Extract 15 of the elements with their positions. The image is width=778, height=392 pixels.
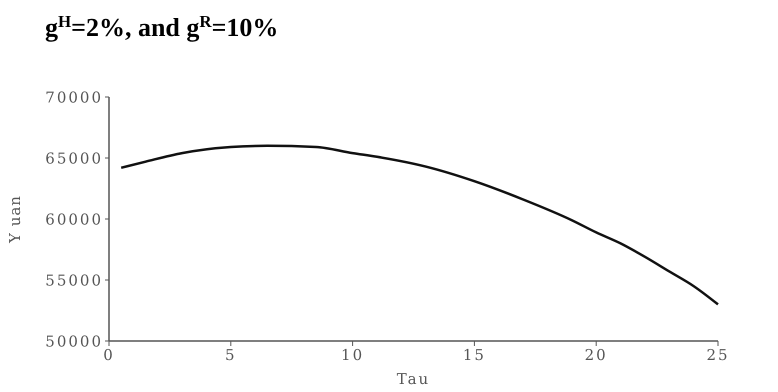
- y-tick-label: 65000: [45, 149, 103, 168]
- x-tick-label: 20: [584, 346, 608, 364]
- x-tick-label: 10: [341, 346, 364, 364]
- y-axis-title: Y uan: [6, 195, 24, 244]
- x-tick-label: 5: [225, 346, 237, 364]
- chart-title: g$^{H}$=2%, and g$^{R}$=10%: [45, 12, 278, 42]
- x-tick-label: 15: [462, 346, 486, 364]
- y-tick-label: 50000: [45, 332, 103, 350]
- y-tick-label: 55000: [45, 271, 103, 290]
- x-tick-label: 25: [706, 346, 730, 364]
- x-axis-title: Tau: [396, 370, 430, 388]
- y-tick-label: 60000: [45, 210, 103, 228]
- y-tick-label: 70000: [45, 88, 103, 106]
- line-series: [120, 144, 720, 306]
- x-tick-label: 0: [103, 346, 115, 364]
